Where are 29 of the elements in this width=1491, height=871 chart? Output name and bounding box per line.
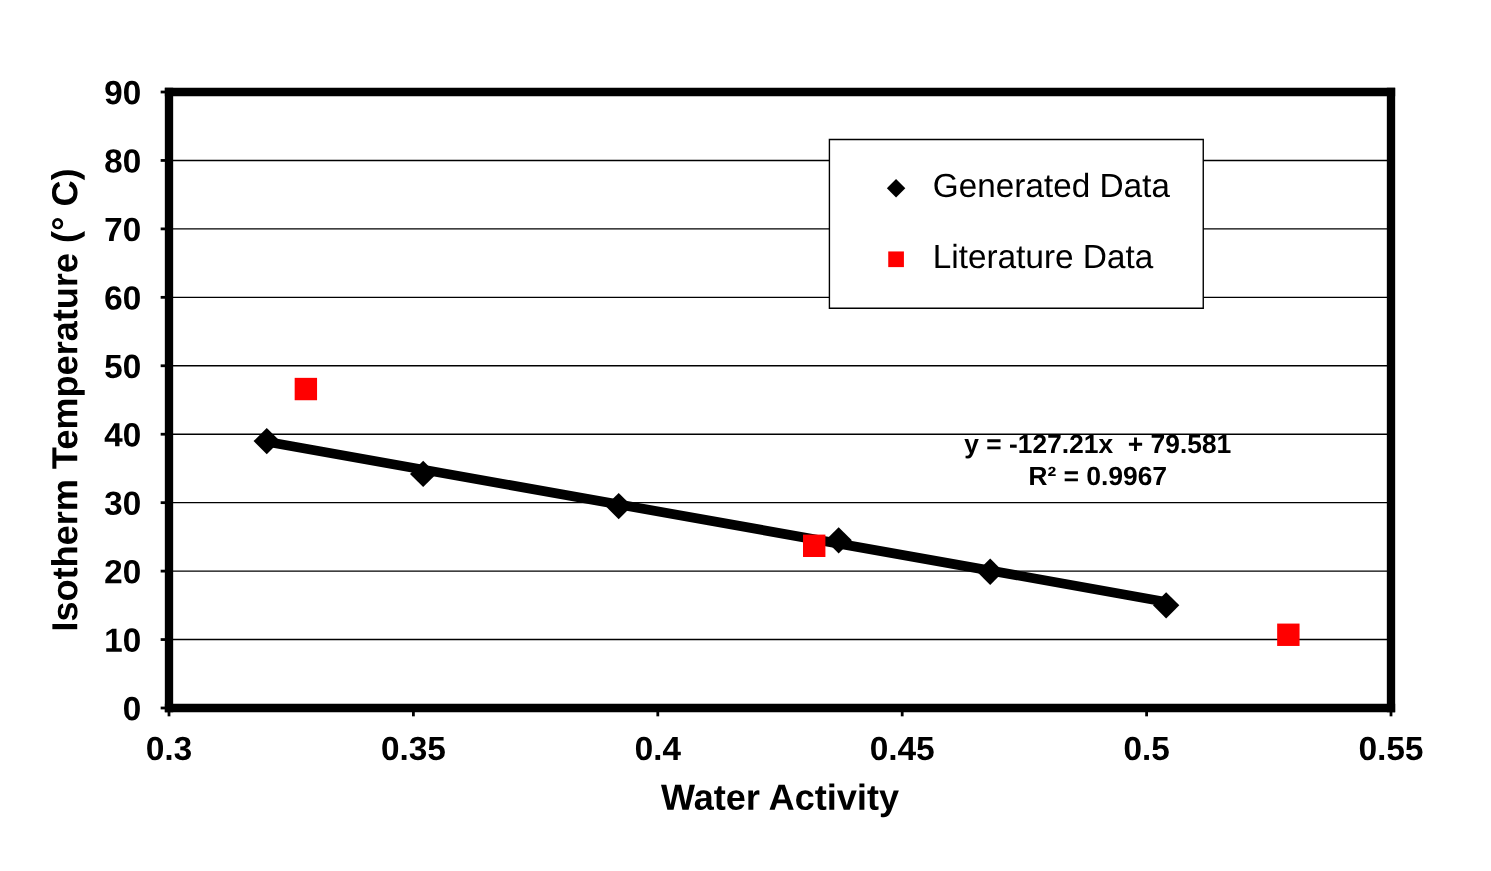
y-tick-label: 70 bbox=[105, 217, 140, 242]
annotation: y = -127.21x + 79.581 bbox=[964, 434, 1231, 459]
x-tick-label: 0.35 bbox=[382, 736, 445, 761]
point bbox=[1277, 623, 1300, 646]
point bbox=[410, 460, 437, 488]
point bbox=[253, 427, 280, 455]
y-axis-title: Isotherm Temperature (° C) bbox=[51, 170, 85, 630]
point bbox=[294, 377, 318, 401]
y-tick-label: 50 bbox=[105, 354, 140, 379]
y-tick-label: 30 bbox=[104, 491, 140, 516]
y-tick-label: 60 bbox=[105, 286, 140, 310]
annotation: R² = 0.9967 bbox=[1030, 466, 1166, 486]
point bbox=[803, 534, 826, 557]
y-tick-label: 90 bbox=[105, 80, 140, 105]
y-tick-label: 0 bbox=[124, 696, 140, 721]
y-tick-label: 10 bbox=[106, 628, 140, 652]
legend-label: Generated Data bbox=[934, 172, 1170, 198]
x-tick-label: 0.5 bbox=[1124, 736, 1169, 761]
point bbox=[1152, 592, 1180, 619]
x-axis-title: Water Activity bbox=[660, 783, 899, 818]
x-tick-label: 0.3 bbox=[147, 736, 191, 761]
y-tick-label: 40 bbox=[104, 423, 140, 447]
y-tick-label: 20 bbox=[105, 559, 140, 584]
x-tick-label: 0.45 bbox=[871, 736, 934, 761]
x-tick-label: 0.55 bbox=[1359, 736, 1423, 761]
y-tick-label: 80 bbox=[105, 149, 140, 173]
point bbox=[825, 527, 852, 554]
legend-label: Literature Data bbox=[935, 243, 1154, 269]
x-tick-label: 0.4 bbox=[635, 736, 681, 761]
